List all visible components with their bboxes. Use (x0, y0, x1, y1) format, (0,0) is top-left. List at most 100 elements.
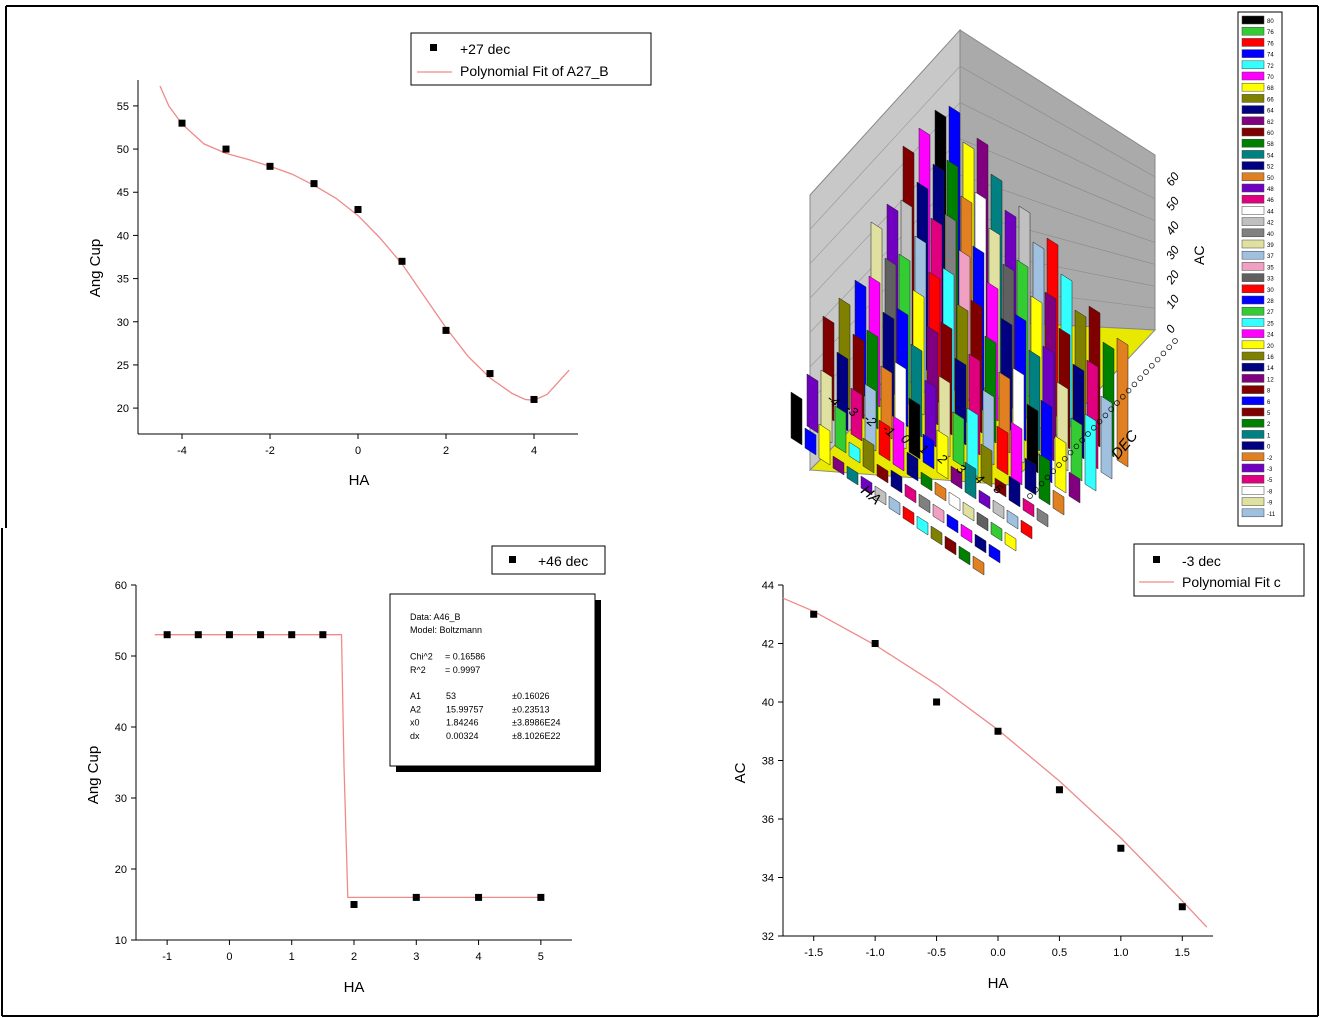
tr-bar (964, 461, 977, 500)
tr-legend-swatch (1241, 172, 1265, 182)
tr-bar (992, 499, 1005, 520)
br-xtick-label: 0.5 (1052, 947, 1067, 959)
tr-dec-tick-mark (1172, 338, 1178, 344)
tr-legend-swatch (1241, 71, 1265, 81)
tr-bar (890, 469, 903, 494)
tr-dec-tick-mark (1067, 449, 1074, 456)
br-legend: -3 dec Polynomial Fit c (1133, 543, 1305, 597)
tr-legend-label: -2 (1267, 456, 1273, 462)
tr-bar (918, 493, 931, 514)
bl-fit-cell: = 0.9997 (445, 665, 480, 675)
tr-legend-label: 76 (1267, 30, 1274, 36)
tr-bars (790, 105, 1129, 576)
tr-bar (1008, 475, 1021, 508)
tr-bar (790, 391, 803, 446)
bl-legend-label-0: +46 dec (538, 553, 588, 569)
tr-bar (936, 429, 949, 480)
tr-bar (860, 475, 873, 496)
tr-legend-swatch (1241, 362, 1265, 372)
tr-legend-label: 80 (1267, 19, 1274, 25)
tl-ytick-label: 45 (117, 187, 129, 199)
tr-legend-label: 14 (1267, 366, 1274, 372)
tr-dec-tick-mark (1108, 406, 1114, 412)
tr-legend-label: 30 (1267, 288, 1274, 294)
tl-xtick-label: 0 (355, 445, 361, 457)
tr-grid-line (809, 66, 961, 230)
tl-legend-marker (430, 44, 437, 51)
bl-data-point (225, 631, 233, 639)
tr-legend-label: 2 (1267, 422, 1271, 428)
tr-legend-swatch (1241, 183, 1265, 193)
tr-legend-swatch (1241, 194, 1265, 204)
tr-legend-swatch (1241, 15, 1265, 25)
tl-data-point (266, 162, 274, 170)
bl-fit-curve (154, 634, 541, 899)
tr-bar (806, 373, 819, 434)
br-data-point (871, 640, 879, 647)
br-data-point (1117, 844, 1125, 852)
tr-legend-swatch (1241, 250, 1265, 260)
tr-legend-label: -11 (1267, 512, 1276, 518)
tr-legend-label: 33 (1267, 277, 1274, 283)
tl-data-point (486, 370, 494, 378)
tr-legend-label: 37 (1267, 254, 1274, 260)
tr-bar (946, 513, 959, 534)
br-xtick-label: 0.0 (990, 947, 1005, 959)
bl-xtick-label: 4 (476, 951, 482, 963)
tr-bar (988, 543, 1001, 564)
tl-ytick-label: 35 (117, 274, 129, 286)
tr-dec-tick-mark (1166, 344, 1172, 350)
bl-fit-cell: 53 (446, 691, 456, 701)
tr-legend-label: 64 (1267, 109, 1274, 115)
tl-legend-label-1: Polynomial Fit of A27_B (460, 63, 609, 79)
tr-legend-swatch (1241, 217, 1265, 226)
tr-bar (1010, 421, 1023, 486)
bl-fit-cell: 0.00324 (446, 731, 479, 741)
tr-bar (818, 423, 831, 466)
bl-ytick-label: 10 (115, 935, 127, 947)
br-ytick-label: 40 (762, 697, 774, 709)
bl-data-point (319, 631, 327, 639)
tr-legend-label: 52 (1267, 165, 1274, 171)
tr-bar (1038, 453, 1051, 506)
tr-legend-swatch (1241, 486, 1265, 495)
bl-ytick-label: 50 (115, 651, 127, 663)
tr-legend-swatch (1241, 351, 1265, 361)
br-legend-box (1133, 543, 1305, 597)
tl-ylabel: Ang Cup (87, 239, 104, 297)
tr-bar (888, 495, 901, 516)
tr-bar (960, 523, 973, 544)
bl-fit-cell: Chi^2 (410, 652, 433, 662)
tr-legend-label: 54 (1267, 153, 1274, 159)
tr-bar (848, 441, 861, 464)
bl-ylabel: Ang Cup (85, 746, 102, 804)
tr-bar (850, 387, 863, 442)
tr-bar (950, 465, 963, 490)
bl-xtick-label: 3 (413, 951, 419, 963)
tl-legend-box (410, 32, 652, 86)
tr-bar (958, 545, 971, 566)
tr-legend-swatch (1241, 284, 1265, 294)
tr-bar (874, 485, 887, 506)
br-ytick-label: 44 (762, 580, 774, 592)
tr-legend-swatch (1241, 396, 1265, 406)
tr-bar (1100, 395, 1113, 480)
tr-ac-tick-label: 20 (1162, 267, 1182, 287)
bl-data-point (537, 893, 545, 901)
tr-legend-label: 50 (1267, 176, 1274, 182)
tr-legend-swatch (1241, 273, 1265, 282)
br-xtick-label: -1.0 (866, 947, 885, 959)
bl-fit-cell: R^2 (410, 665, 426, 675)
tr-legend-label: 76 (1267, 41, 1274, 47)
br-ylabel: AC (732, 762, 749, 783)
br-data-point (1178, 903, 1186, 911)
tr-bar (832, 455, 845, 476)
br-ytick-label: 34 (762, 873, 774, 885)
tr-ac-tick-label: 0 (1163, 322, 1178, 336)
tr-legend-swatch (1241, 441, 1265, 450)
tr-bar (834, 405, 847, 454)
bl-fit-cell: A2 (410, 704, 421, 714)
tr-bar (994, 477, 1007, 498)
bl-xtick-label: 5 (538, 951, 544, 963)
tr-bar (978, 489, 991, 510)
